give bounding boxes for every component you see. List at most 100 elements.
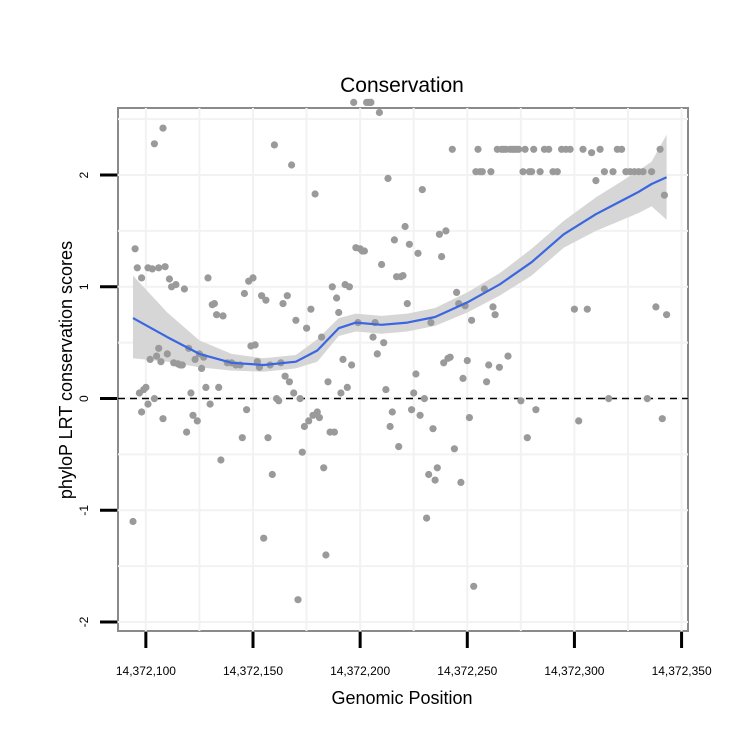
data-point	[575, 417, 583, 425]
data-point	[579, 145, 587, 153]
data-point	[324, 378, 332, 386]
data-point	[435, 230, 443, 238]
data-point	[150, 395, 158, 403]
data-point	[401, 222, 409, 231]
data-point	[146, 355, 154, 363]
data-point	[485, 361, 493, 369]
data-point	[339, 355, 347, 363]
data-point	[596, 145, 604, 153]
data-point	[337, 389, 345, 397]
data-point	[131, 245, 139, 253]
data-point	[408, 406, 416, 414]
data-point	[178, 361, 186, 369]
data-point	[600, 168, 609, 176]
data-point	[605, 395, 613, 403]
data-point	[483, 378, 491, 386]
data-point	[144, 400, 152, 408]
data-point	[213, 311, 221, 319]
data-point	[275, 397, 283, 405]
data-point	[150, 140, 158, 148]
data-point	[648, 168, 656, 176]
data-point	[491, 311, 499, 319]
data-point	[429, 425, 437, 433]
x-tick-label: 14,372,350	[652, 664, 712, 678]
x-tick-label: 14,372,250	[437, 664, 497, 678]
data-point	[294, 596, 302, 604]
data-point	[423, 514, 431, 522]
data-point	[165, 275, 173, 283]
y-tick-label: -2	[77, 616, 91, 627]
data-point	[618, 145, 626, 153]
data-point	[416, 411, 424, 419]
data-point	[495, 363, 503, 371]
data-point	[328, 283, 336, 291]
data-point	[390, 236, 398, 244]
data-point	[442, 227, 450, 235]
data-point	[260, 534, 268, 542]
data-point	[658, 415, 666, 423]
y-tick-label: 2	[77, 171, 91, 178]
data-point	[427, 319, 435, 327]
data-point	[311, 190, 319, 198]
data-point	[281, 372, 289, 380]
data-point	[440, 359, 448, 367]
data-point	[138, 408, 146, 416]
data-point	[300, 422, 308, 431]
y-axis-label: phyloP LRT conservation scores	[56, 241, 76, 499]
data-point	[420, 395, 428, 403]
data-point	[403, 300, 411, 308]
data-point	[487, 168, 495, 176]
data-point	[159, 124, 167, 132]
data-point	[303, 324, 311, 332]
data-point	[335, 308, 343, 317]
data-point	[425, 470, 433, 479]
data-point	[320, 464, 328, 472]
chart-title: Conservation	[340, 74, 464, 97]
data-point	[258, 292, 266, 300]
data-point	[457, 478, 465, 486]
data-point	[270, 141, 278, 149]
data-point	[264, 434, 272, 442]
plot-panel	[117, 107, 689, 632]
data-point	[369, 333, 377, 341]
x-tick-label: 14,372,100	[116, 664, 176, 678]
data-point	[414, 249, 422, 257]
data-point	[313, 408, 321, 416]
y-tick-label: 1	[77, 283, 91, 290]
data-point	[453, 288, 461, 296]
data-point	[405, 240, 413, 248]
data-point	[251, 341, 259, 349]
y-tick-label: 0	[77, 395, 91, 402]
data-point	[478, 168, 486, 176]
data-point	[157, 358, 165, 366]
data-point	[553, 168, 561, 176]
data-point	[161, 263, 169, 271]
y-axis: -2 -1 0 1 2	[77, 171, 117, 627]
data-point	[386, 422, 394, 431]
data-point	[373, 350, 381, 358]
data-point	[283, 292, 291, 300]
data-point	[305, 417, 313, 425]
data-point	[330, 428, 338, 436]
data-point	[240, 289, 248, 298]
data-point	[193, 417, 201, 425]
data-point	[350, 98, 358, 106]
smooth-line-layer	[132, 176, 668, 367]
data-point	[219, 312, 227, 320]
data-point	[459, 374, 467, 382]
data-point	[378, 260, 386, 269]
data-point	[530, 145, 538, 153]
data-point	[215, 383, 223, 391]
data-point	[367, 98, 375, 106]
x-tick-label: 14,372,200	[330, 664, 390, 678]
data-point	[399, 272, 407, 280]
data-point	[656, 145, 664, 153]
data-point	[189, 411, 197, 419]
data-point	[322, 551, 330, 559]
data-point	[285, 378, 293, 386]
data-point	[592, 177, 600, 185]
data-point	[210, 300, 218, 308]
points-layer	[129, 98, 671, 604]
data-point	[198, 364, 206, 372]
